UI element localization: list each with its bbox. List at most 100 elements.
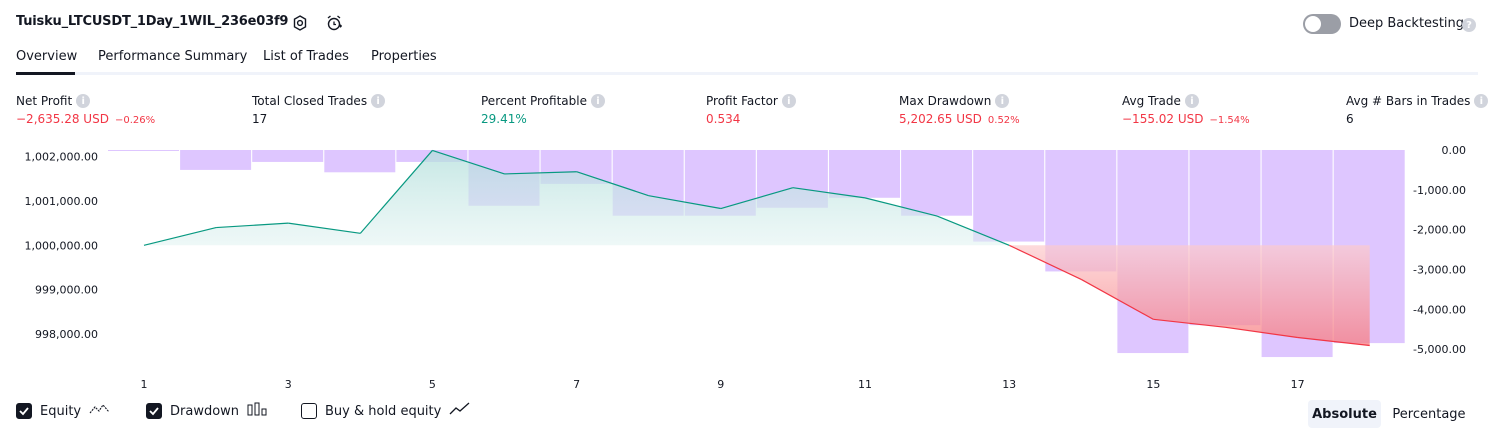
equity-segment [1153, 318, 1226, 328]
add-alert-icon[interactable] [323, 12, 345, 34]
equity-segment [1297, 336, 1370, 347]
equity-checkbox[interactable] [16, 403, 32, 419]
absolute-button[interactable]: Absolute [1308, 400, 1381, 428]
x-tick-label: 11 [858, 378, 872, 391]
legend-equity[interactable]: Equity [16, 402, 111, 420]
settings-icon[interactable] [289, 12, 311, 34]
metric-avg-bars-in-trades: Avg # Bars in Trades i 6 [1346, 94, 1489, 126]
drawdown-bar [901, 150, 973, 216]
equity-segment [576, 171, 649, 197]
metric-label: Avg Trade [1122, 94, 1181, 108]
help-icon[interactable]: ? [1462, 18, 1476, 32]
y-left-tick-label: 1,001,000.00 [25, 195, 98, 208]
metric-percent: −1.54% [1209, 115, 1250, 126]
equity-area-profit [144, 150, 1370, 246]
buyhold-line-icon [449, 402, 471, 420]
metric-net-profit: Net Profit i −2,635.28 USD −0.26% [16, 94, 155, 126]
tab-performance-summary[interactable]: Performance Summary [98, 49, 248, 64]
equity-segment [432, 149, 505, 175]
equity-segment [288, 222, 361, 234]
x-tick-label: 3 [285, 378, 292, 391]
equity-line-icon [89, 402, 111, 420]
strategy-title: Tuisku_LTCUSDT_1Day_1WIL_236e03f9 [16, 14, 289, 29]
tab-divider [16, 72, 1478, 75]
metric-label: Avg # Bars in Trades [1346, 94, 1471, 108]
tab-active-indicator [16, 72, 75, 75]
y-right-tick-label: -5,000.00 [1413, 343, 1466, 356]
metric-value: −2,635.28 USD [16, 112, 109, 126]
y-right-tick-label: 0.00 [1442, 144, 1467, 157]
drawdown-bars-icon [247, 402, 267, 420]
drawdown-bar [252, 150, 324, 162]
drawdown-checkbox[interactable] [146, 403, 162, 419]
metric-value: 0.534 [706, 112, 741, 126]
metric-avg-trade: Avg Trade i −155.02 USD −1.54% [1122, 94, 1250, 126]
equity-segment [864, 197, 938, 217]
drawdown-bar [973, 150, 1045, 242]
equity-segment [720, 187, 794, 210]
y-left-tick-label: 1,000,000.00 [25, 239, 98, 252]
x-tick-label: 13 [1002, 378, 1016, 391]
info-icon[interactable]: i [76, 94, 91, 108]
metric-value: 5,202.65 USD [899, 112, 982, 126]
metric-value: −155.02 USD [1122, 112, 1204, 126]
info-icon[interactable]: i [781, 94, 796, 108]
equity-drawdown-chart[interactable]: 1,002,000.00 1,001,000.00 1,000,000.00 999,… [0, 140, 1494, 395]
y-axis-left: 1,002,000.00 1,001,000.00 1,000,000.00 999,… [25, 151, 98, 341]
info-icon[interactable]: i [1474, 94, 1489, 108]
metric-percent: −0.26% [114, 115, 156, 126]
y-axis-right: 0.00 -1,000.00 -2,000.00 -3,000.00 -4,000.00… [1413, 144, 1466, 356]
metric-profit-factor: Profit Factor i 0.534 [706, 94, 796, 126]
x-tick-label: 7 [573, 378, 580, 391]
metric-label: Percent Profitable [481, 94, 587, 108]
metric-max-drawdown: Max Drawdown i 5,202.65 USD 0.52% [899, 94, 1020, 126]
metric-value: 6 [1346, 112, 1354, 126]
buyhold-label: Buy & hold equity [325, 403, 442, 419]
metric-label: Profit Factor [706, 94, 778, 108]
x-tick-label: 1 [141, 378, 148, 391]
tab-overview[interactable]: Overview [16, 49, 78, 64]
tab-properties[interactable]: Properties [371, 49, 437, 64]
legend-buy-hold[interactable]: Buy & hold equity [301, 402, 471, 420]
equity-segment [1225, 326, 1298, 339]
tab-list-of-trades[interactable]: List of Trades [263, 49, 349, 64]
equity-line [143, 149, 1370, 347]
y-left-tick-label: 1,002,000.00 [25, 151, 98, 164]
x-axis: 1 3 5 7 9 11 13 15 17 [141, 378, 1305, 391]
drawdown-bar [180, 150, 252, 170]
drawdown-label: Drawdown [170, 403, 240, 419]
equity-segment [648, 195, 721, 210]
info-icon[interactable]: i [590, 94, 605, 108]
toggle-knob [1305, 16, 1321, 32]
metric-percent: 0.52% [987, 115, 1020, 126]
metric-label: Max Drawdown [899, 94, 992, 108]
metric-percent-profitable: Percent Profitable i 29.41% [481, 94, 605, 126]
buyhold-checkbox[interactable] [301, 403, 317, 419]
deep-backtesting-label: Deep Backtesting [1349, 16, 1465, 31]
info-icon[interactable]: i [1184, 94, 1199, 108]
equity-segment [1008, 244, 1082, 280]
equity-segment [143, 226, 217, 246]
legend-drawdown[interactable]: Drawdown [146, 402, 267, 420]
drawdown-bar [108, 150, 179, 151]
x-tick-label: 9 [717, 378, 724, 391]
info-icon[interactable]: i [995, 94, 1010, 108]
deep-backtesting-toggle[interactable] [1303, 14, 1341, 34]
equity-segment [1081, 278, 1154, 320]
x-tick-label: 5 [429, 378, 436, 391]
x-tick-label: 15 [1146, 378, 1160, 391]
equity-segment [504, 171, 577, 175]
equity-segment [792, 187, 866, 199]
equity-segment [216, 222, 289, 229]
metric-total-closed-trades: Total Closed Trades i 17 [252, 94, 386, 126]
metric-value: 17 [252, 112, 268, 126]
x-tick-label: 17 [1291, 378, 1305, 391]
y-right-tick-label: -1,000.00 [1413, 184, 1466, 197]
y-left-tick-label: 999,000.00 [35, 284, 98, 297]
metric-value: 29.41% [481, 112, 527, 126]
percentage-button[interactable]: Percentage [1392, 406, 1466, 422]
y-right-tick-label: -4,000.00 [1413, 303, 1466, 316]
info-icon[interactable]: i [371, 94, 386, 108]
equity-segment [359, 150, 433, 234]
equity-label: Equity [40, 403, 82, 419]
